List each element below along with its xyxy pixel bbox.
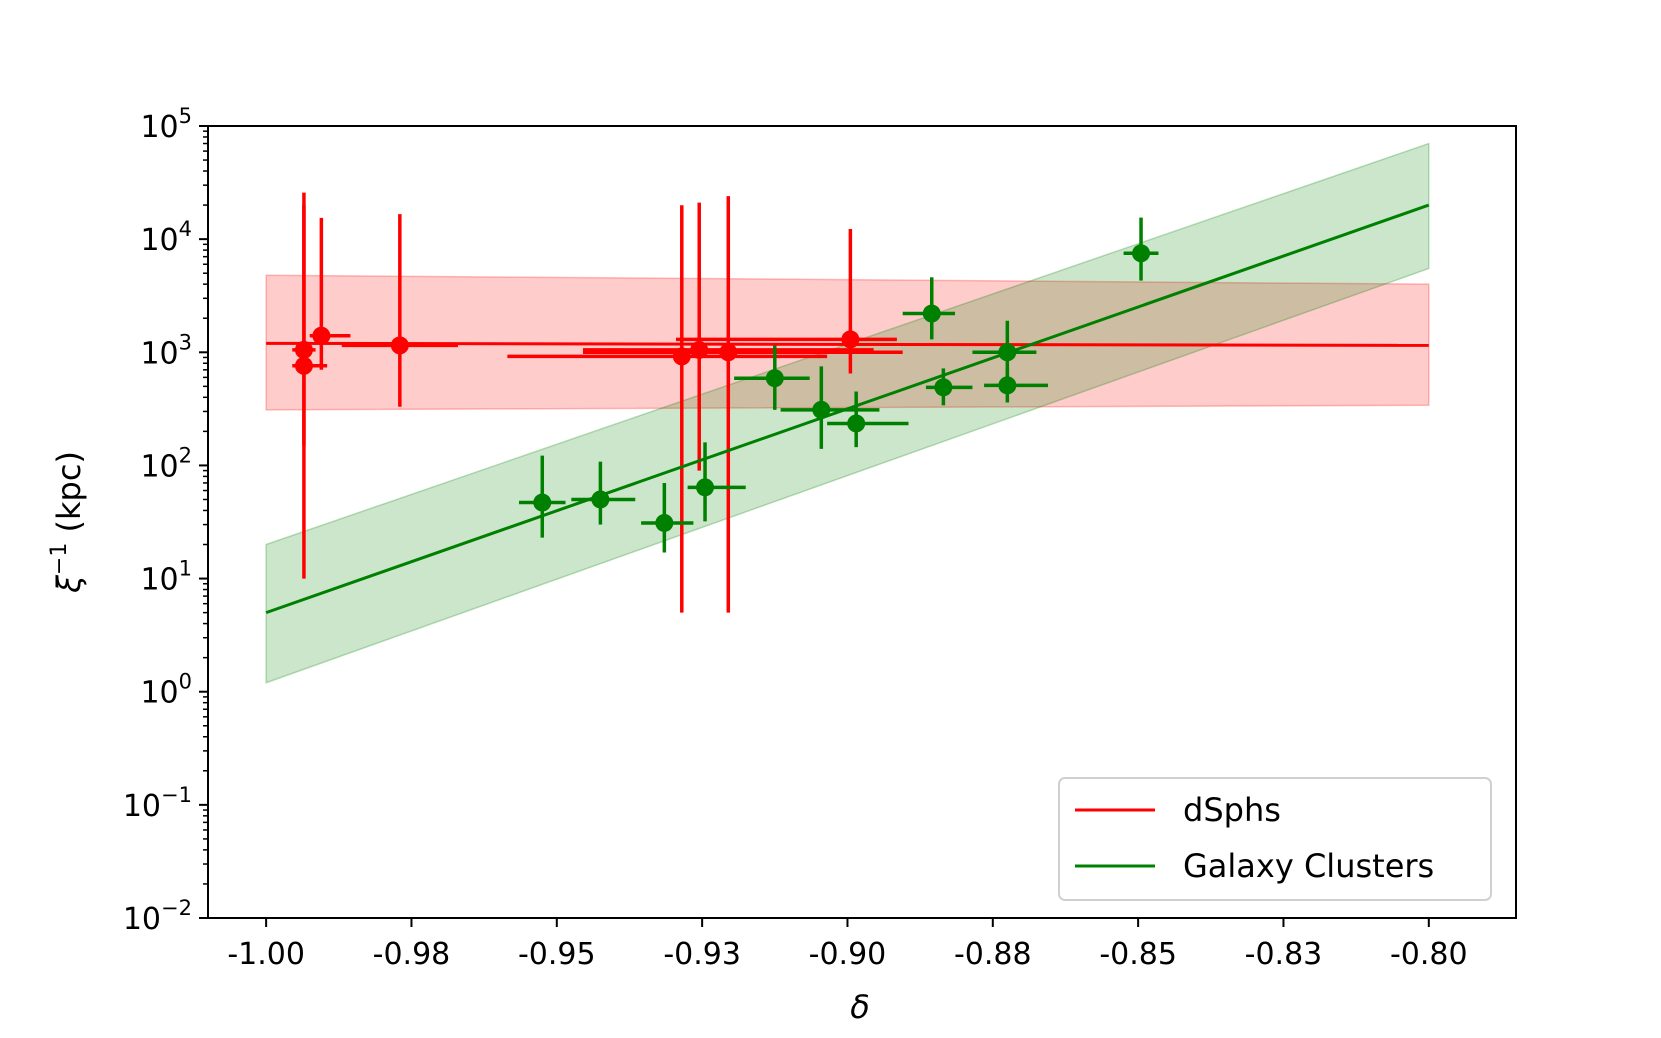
legend: dSphs Galaxy Clusters — [1058, 777, 1492, 901]
dsphs-point-2 — [312, 326, 331, 345]
y-tick-label-base-3: 10 — [140, 563, 178, 598]
y-tick-label-exponent-5: 3 — [179, 330, 192, 354]
y-axis-label-exponent: −1 — [47, 543, 72, 575]
galaxy-clusters-point-8 — [934, 378, 953, 397]
x-tick-label-3: -0.93 — [663, 937, 741, 972]
dsphs-point-5 — [690, 340, 709, 359]
galaxy-clusters-point-6 — [847, 414, 866, 433]
galaxy-clusters-point-9 — [998, 343, 1017, 362]
y-tick-label-exponent-1: −1 — [161, 783, 192, 807]
legend-label-galaxy-clusters: Galaxy Clusters — [1183, 847, 1434, 885]
x-tick-label-5: -0.88 — [954, 937, 1032, 972]
y-tick-label-exponent-3: 1 — [179, 557, 192, 581]
y-tick-label-exponent-7: 5 — [179, 104, 192, 128]
x-axis-label: δ — [850, 988, 870, 1026]
dsphs-point-1 — [294, 356, 313, 375]
y-tick-label-0: 10−2 — [123, 896, 192, 937]
y-tick-label-3: 101 — [140, 557, 192, 598]
y-tick-label-base-7: 10 — [140, 110, 178, 145]
galaxy-clusters-point-7 — [922, 304, 941, 323]
plot-frame — [207, 125, 1517, 919]
y-tick-label-base-4: 10 — [140, 449, 178, 484]
y-tick-label-4: 102 — [140, 443, 192, 484]
y-tick-label-6: 104 — [140, 217, 192, 258]
galaxy-clusters-point-3 — [696, 478, 715, 497]
y-tick-label-base-1: 10 — [123, 789, 161, 824]
dsphs-point-6 — [719, 343, 738, 362]
galaxy-clusters-band — [265, 142, 1430, 684]
y-tick-label-exponent-2: 0 — [179, 670, 192, 694]
x-tick-label-0: -1.00 — [227, 937, 305, 972]
galaxy-clusters-point-0 — [533, 493, 552, 512]
y-axis-label-symbol: ξ — [50, 574, 88, 594]
y-axis-label: ξ−1 (kpc) — [47, 451, 88, 594]
x-tick-label-1: -0.98 — [373, 937, 451, 972]
y-tick-label-base-2: 10 — [140, 676, 178, 711]
y-tick-label-5: 103 — [140, 330, 192, 371]
galaxy-clusters-point-1 — [591, 490, 610, 509]
x-tick-label-6: -0.85 — [1099, 937, 1177, 972]
dsphs-point-7 — [841, 330, 860, 349]
x-tick-label-7: -0.83 — [1245, 937, 1323, 972]
dsphs-point-4 — [672, 347, 691, 366]
galaxy-clusters-point-5 — [812, 400, 831, 419]
dsphs-point-3 — [390, 336, 409, 355]
y-tick-label-1: 10−1 — [123, 783, 192, 824]
galaxy-clusters-point-2 — [655, 513, 674, 532]
galaxy-clusters-point-11 — [1132, 244, 1151, 263]
y-tick-label-7: 105 — [140, 104, 192, 145]
galaxy-clusters-point-4 — [765, 369, 784, 388]
y-axis-label-unit: (kpc) — [50, 451, 88, 543]
y-tick-label-base-6: 10 — [140, 223, 178, 258]
y-tick-label-base-0: 10 — [123, 902, 161, 937]
x-tick-label-8: -0.80 — [1390, 937, 1468, 972]
galaxy-clusters-point-10 — [998, 376, 1017, 395]
x-tick-label-2: -0.95 — [518, 937, 596, 972]
y-tick-label-exponent-4: 2 — [179, 443, 192, 467]
x-tick-label-4: -0.90 — [809, 937, 887, 972]
galaxy-clusters-fit-line — [265, 203, 1430, 615]
y-tick-label-exponent-6: 4 — [179, 217, 192, 241]
dsphs-point-0 — [294, 340, 313, 359]
y-tick-label-exponent-0: −2 — [161, 896, 192, 920]
legend-label-dsphs: dSphs — [1183, 791, 1281, 829]
y-tick-label-base-5: 10 — [140, 336, 178, 371]
y-tick-label-2: 100 — [140, 670, 192, 711]
legend-box — [1058, 777, 1492, 901]
